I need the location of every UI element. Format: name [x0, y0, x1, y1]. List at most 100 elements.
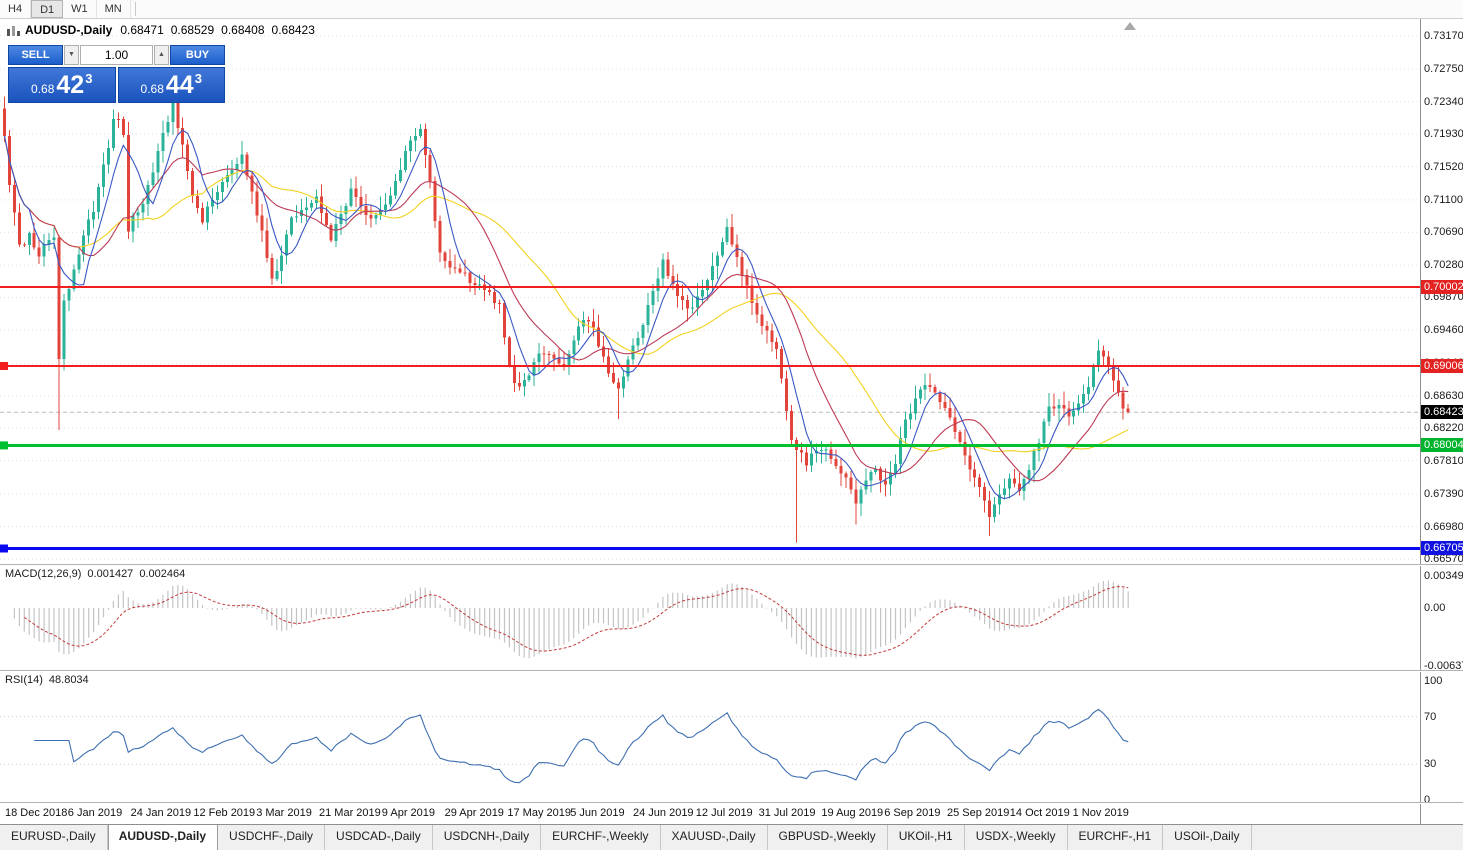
macd-histogram-bar — [459, 608, 461, 626]
candle-body — [636, 338, 640, 346]
candle-body — [235, 163, 239, 170]
panel-separator[interactable] — [0, 802, 1463, 804]
candle-body — [433, 181, 437, 222]
macd-histogram-bar — [865, 608, 867, 656]
macd-panel[interactable]: MACD(12,26,9) 0.001427 0.002464 — [0, 566, 1420, 670]
tab-eurchf-weekly[interactable]: EURCHF-,Weekly — [541, 825, 661, 850]
date-label: 18 Dec 2018 — [5, 807, 68, 819]
panel-separator[interactable] — [0, 564, 1463, 566]
hline-marker[interactable] — [0, 544, 8, 553]
macd-histogram-bar — [281, 608, 283, 632]
panel-separator[interactable] — [0, 670, 1463, 672]
macd-histogram-bar — [721, 587, 723, 608]
period-button-d1[interactable]: D1 — [31, 0, 64, 18]
rsi-panel[interactable]: RSI(14) 48.8034 — [0, 672, 1420, 802]
candle-body — [1067, 408, 1071, 417]
macd-histogram-bar — [800, 608, 803, 650]
chevron-down-icon: ▼ — [68, 51, 75, 58]
tab-eurusd-daily[interactable]: EURUSD-,Daily — [0, 825, 108, 850]
macd-histogram-bar — [78, 608, 80, 649]
candle-body — [290, 217, 294, 235]
macd-histogram-bar — [162, 594, 164, 608]
period-button-mn[interactable]: MN — [97, 0, 131, 18]
macd-histogram-bar — [1117, 584, 1119, 608]
macd-histogram-bar — [63, 608, 65, 655]
volume-input[interactable] — [80, 45, 153, 65]
tab-usdchf-daily[interactable]: USDCHF-,Daily — [218, 825, 326, 850]
macd-histogram-bar — [291, 608, 293, 628]
macd-histogram-bar — [553, 608, 555, 648]
tab-audusd-daily[interactable]: AUDUSD-,Daily — [107, 825, 219, 850]
macd-histogram-bar — [786, 608, 788, 630]
macd-histogram-bar — [197, 599, 199, 608]
macd-histogram-bar — [53, 608, 55, 642]
macd-histogram-bar — [429, 590, 431, 608]
sell-price-pip: 3 — [85, 70, 93, 86]
macd-histogram-bar — [414, 590, 416, 608]
candle-body — [1097, 350, 1100, 366]
tab-ukoil-h1[interactable]: UKOil-,H1 — [888, 825, 965, 850]
macd-signal-line — [24, 586, 1129, 656]
tab-xauusd-daily[interactable]: XAUUSD-,Daily — [661, 825, 768, 850]
price-scale-label: 0.69870 — [1424, 291, 1463, 304]
date-label: 12 Feb 2019 — [193, 807, 256, 819]
price-scale-label: 0.70690 — [1424, 226, 1463, 239]
buy-price-button[interactable]: 0.68 44 3 — [117, 67, 225, 103]
volume-increase-button[interactable]: ▲ — [154, 45, 169, 65]
macd-histogram-bar — [315, 608, 317, 615]
period-button-w1[interactable]: W1 — [63, 0, 97, 18]
macd-histogram-bar — [815, 608, 817, 658]
price-tag-0-66705: 0.66705 — [1421, 541, 1463, 556]
tab-usdx-weekly[interactable]: USDX-,Weekly — [965, 825, 1068, 850]
price-chart-canvas[interactable] — [0, 19, 1420, 564]
candle-body — [1116, 380, 1120, 393]
macd-name: MACD(12,26,9) — [5, 568, 82, 580]
date-label: 5 Jun 2019 — [570, 807, 625, 819]
macd-histogram-bar — [543, 608, 545, 652]
macd-histogram-bar — [266, 608, 268, 620]
tab-eurchf-h1[interactable]: EURCHF-,H1 — [1068, 825, 1164, 850]
volume-decrease-button[interactable]: ▼ — [64, 45, 79, 65]
candle-body — [285, 234, 289, 256]
candle-body — [408, 140, 412, 151]
candle-body — [181, 128, 185, 145]
candle-body — [399, 170, 402, 182]
macd-histogram-bar — [325, 608, 327, 615]
macd-histogram-bar — [68, 608, 70, 655]
autoscroll-marker-icon[interactable] — [1124, 22, 1136, 30]
macd-histogram-bar — [924, 606, 926, 608]
candle-body — [651, 290, 655, 306]
period-button-h4[interactable]: H4 — [0, 0, 32, 18]
tab-usoil-daily[interactable]: USOil-,Daily — [1163, 825, 1252, 850]
candle-body — [705, 280, 709, 290]
hline-marker[interactable] — [0, 362, 8, 370]
candle-body — [438, 221, 442, 253]
candle-body — [730, 227, 734, 245]
price-scale-label: 0.66570 — [1424, 553, 1463, 566]
candle-body — [616, 382, 620, 389]
chart-plot-area[interactable]: AUDUSD-,Daily 0.68471 0.68529 0.68408 0.… — [0, 19, 1420, 824]
sell-price-button[interactable]: 0.68 42 3 — [8, 67, 116, 103]
macd-histogram-bar — [340, 608, 342, 616]
price-axis: 0.73170 0.72750 0.72340 0.71930 0.71520 0.711… — [1420, 19, 1463, 824]
buy-button[interactable]: BUY — [170, 45, 225, 65]
macd-histogram-bar — [548, 608, 550, 650]
candle-body — [225, 175, 229, 183]
candle-body — [894, 464, 897, 474]
hline-marker[interactable] — [0, 441, 8, 450]
macd-histogram-bar — [597, 608, 600, 623]
macd-histogram-bar — [221, 608, 223, 610]
candle-body — [102, 164, 105, 187]
macd-histogram-bar — [484, 608, 486, 637]
date-label: 3 Mar 2019 — [256, 807, 312, 819]
tab-usdcad-daily[interactable]: USDCAD-,Daily — [325, 825, 433, 850]
tab-gbpusd-weekly[interactable]: GBPUSD-,Weekly — [768, 825, 888, 850]
candle-body — [913, 398, 917, 414]
symbol-title: AUDUSD-,Daily — [25, 23, 113, 37]
macd-histogram-bar — [642, 608, 644, 618]
macd-histogram-bar — [899, 608, 902, 635]
macd-histogram-bar — [434, 596, 436, 608]
sell-button[interactable]: SELL — [8, 45, 63, 65]
tab-usdcnh-daily[interactable]: USDCNH-,Daily — [433, 825, 542, 850]
candle-body — [948, 407, 952, 418]
